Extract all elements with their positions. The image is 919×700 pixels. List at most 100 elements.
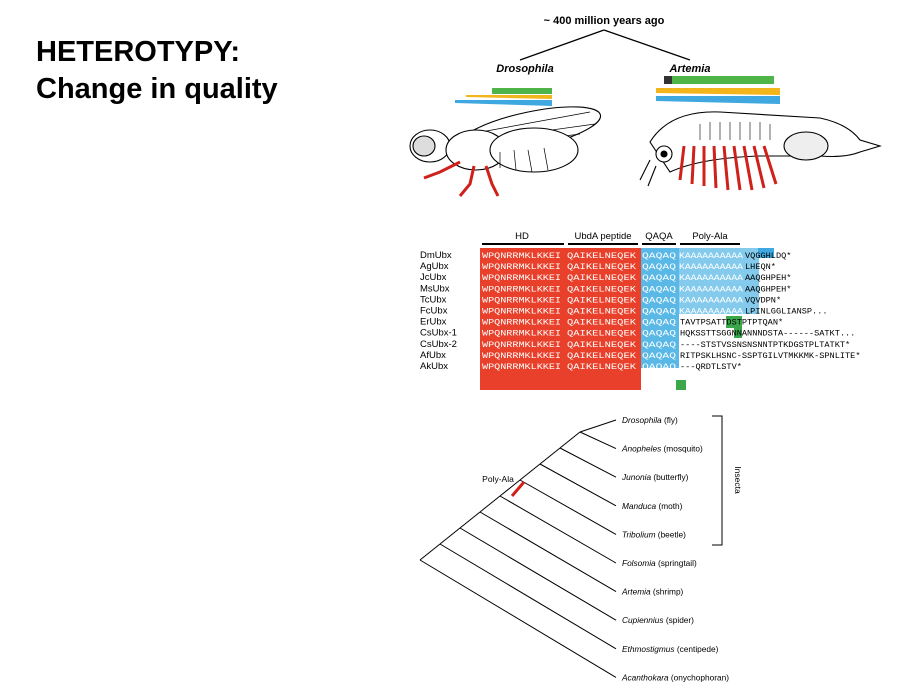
branch	[539, 463, 617, 507]
seq-ubda: QAIKELNEQEK	[567, 362, 637, 372]
taxon-label: Artemia (shrimp)	[621, 587, 684, 597]
seq-ubda: QAIKELNEQEK	[567, 273, 637, 283]
branch	[419, 559, 617, 678]
taxon-label: Ethmostigmus (centipede)	[622, 644, 719, 654]
seq-qaqa: QAQAQ	[642, 273, 676, 283]
seq-tail: HQKSSTTSGGNNANNNDSTA------SATKT...	[680, 329, 855, 339]
branch	[479, 511, 617, 593]
seq-ubda: QAIKELNEQEK	[567, 262, 637, 272]
phylogeny-panel: Poly-Ala Insecta Drosophila (fly) Anophel…	[419, 415, 743, 682]
taxon-label: Acanthokara (onychophoran)	[621, 672, 729, 682]
branch	[439, 543, 617, 650]
row-name: DmUbx	[420, 250, 452, 261]
seq-polyala: KAAAAAAAAAA	[679, 307, 744, 317]
seq-ubda: QAIKELNEQEK	[567, 340, 637, 350]
seq-qaqa: QAQAQ	[642, 284, 676, 294]
row-name: ErUbx	[420, 317, 447, 328]
timeline-panel: ~ 400 million years ago Drosophila Artem…	[409, 15, 882, 197]
row-name: AkUbx	[420, 361, 448, 372]
wedge-green-artemia	[664, 76, 774, 84]
seq-polyala: KAAAAAAAAAA	[679, 284, 744, 294]
seq-qaqa: QAQAQ	[642, 318, 676, 328]
seq-tail: LHEQN*	[745, 262, 776, 272]
seq-tail: ---QRDTLSTV*	[680, 362, 742, 372]
row-name: TcUbx	[420, 294, 447, 305]
seq-hd: WPQNRRMKLKKEI	[482, 284, 561, 294]
insecta-label: Insecta	[733, 466, 743, 494]
branch	[519, 479, 617, 535]
taxon-label: Anopheles (mosquito)	[621, 444, 703, 454]
seq-tail: RITPSKLHSNC-SSPTGILVTMKKMK-SPNLITE*	[680, 351, 861, 361]
polyala-block	[679, 248, 759, 314]
header-polyala: Poly-Ala	[692, 231, 728, 242]
taxon-label: Manduca (moth)	[622, 501, 683, 511]
seq-ubda: QAIKELNEQEK	[567, 307, 637, 317]
seq-hd: WPQNRRMKLKKEI	[482, 262, 561, 272]
seq-tail: ----STSTVSSNSNSNNTPTKDGSTPLTATKT*	[680, 340, 850, 350]
wedge-green	[492, 88, 552, 94]
branch	[459, 527, 617, 621]
seq-qaqa: QAQAQ	[642, 295, 676, 305]
fly-legs-red	[423, 160, 500, 197]
polyala-marker	[510, 481, 526, 497]
wedge-blue-artemia	[656, 96, 780, 104]
seq-tail: VQVDPN*	[745, 295, 781, 305]
header-hd: HD	[515, 231, 529, 242]
seq-ubda: QAIKELNEQEK	[567, 251, 637, 261]
seq-hd: WPQNRRMKLKKEI	[482, 251, 561, 261]
branch	[579, 419, 617, 433]
row-name: AfUbx	[420, 350, 446, 361]
header-qaqa: QAQA	[645, 231, 673, 242]
seq-qaqa: QAQAQ	[642, 251, 676, 261]
seq-ubda: QAIKELNEQEK	[567, 284, 637, 294]
seq-ubda: QAIKELNEQEK	[567, 295, 637, 305]
artemia-body	[649, 111, 882, 173]
branch	[579, 431, 617, 450]
green-highlight	[726, 316, 742, 328]
spine-segment	[479, 495, 501, 513]
fly-abdomen	[489, 127, 579, 173]
seq-tail: LPINLGGLIANSP...	[745, 307, 828, 317]
seq-hd: WPQNRRMKLKKEI	[482, 329, 561, 339]
seq-tail: TAVTPSATTDSTPTPTQAN*	[680, 318, 783, 328]
drosophila-label: Drosophila	[496, 63, 553, 75]
seq-qaqa: QAQAQ	[642, 307, 676, 317]
divergence-lines	[519, 29, 691, 61]
tree-branches	[419, 419, 617, 678]
spine-segment	[499, 479, 521, 497]
taxon-label: Junonia (butterfly)	[621, 472, 689, 482]
wedge-blue	[455, 100, 552, 106]
insecta-bracket	[712, 415, 723, 546]
alignment-panel: HD UbdA peptide QAQA Poly-Ala DmUbx WPQNR…	[420, 231, 861, 390]
seq-polyala: KAAAAAAAAAA	[679, 251, 744, 261]
artemia-egg-sac	[783, 131, 829, 161]
spine-segment	[519, 463, 541, 481]
drosophila-expression-wedges	[455, 88, 552, 106]
seq-qaqa: QAQAQ	[642, 329, 676, 339]
slide-title: HETEROTYPY: Change in quality	[36, 34, 278, 108]
alignment-rows: DmUbx WPQNRRMKLKKEI QAIKELNEQEK QAQAQ KAAAAA…	[420, 250, 861, 372]
seq-qaqa: QAQAQ	[642, 351, 676, 361]
seq-ubda: QAIKELNEQEK	[567, 318, 637, 328]
branch	[499, 495, 617, 564]
spine-segment	[439, 527, 461, 545]
spine-segment	[539, 447, 561, 465]
taxon-label: Drosophila (fly)	[622, 415, 678, 425]
taxon-label: Tribolium (beetle)	[622, 529, 686, 539]
seq-tail: AAQGHPEH*	[745, 273, 791, 283]
seq-polyala: KAAAAAAAAAA	[679, 295, 744, 305]
title-line-1: HETEROTYPY:	[36, 36, 241, 68]
row-name: CsUbx-1	[420, 328, 457, 339]
header-ubda: UbdA peptide	[574, 231, 631, 242]
seq-polyala: KAAAAAAAAAA	[679, 262, 744, 272]
seq-ubda: QAIKELNEQEK	[567, 329, 637, 339]
seq-qaqa: QAQAQ	[642, 340, 676, 350]
wedge-yellow-artemia	[656, 88, 780, 95]
row-name: CsUbx-2	[420, 339, 457, 350]
taxon-label: Cupiennius (spider)	[622, 615, 694, 625]
seq-hd: WPQNRRMKLKKEI	[482, 307, 561, 317]
seq-hd: WPQNRRMKLKKEI	[482, 318, 561, 328]
timeline-label: ~ 400 million years ago	[544, 15, 665, 27]
qaqa-block	[641, 248, 679, 368]
